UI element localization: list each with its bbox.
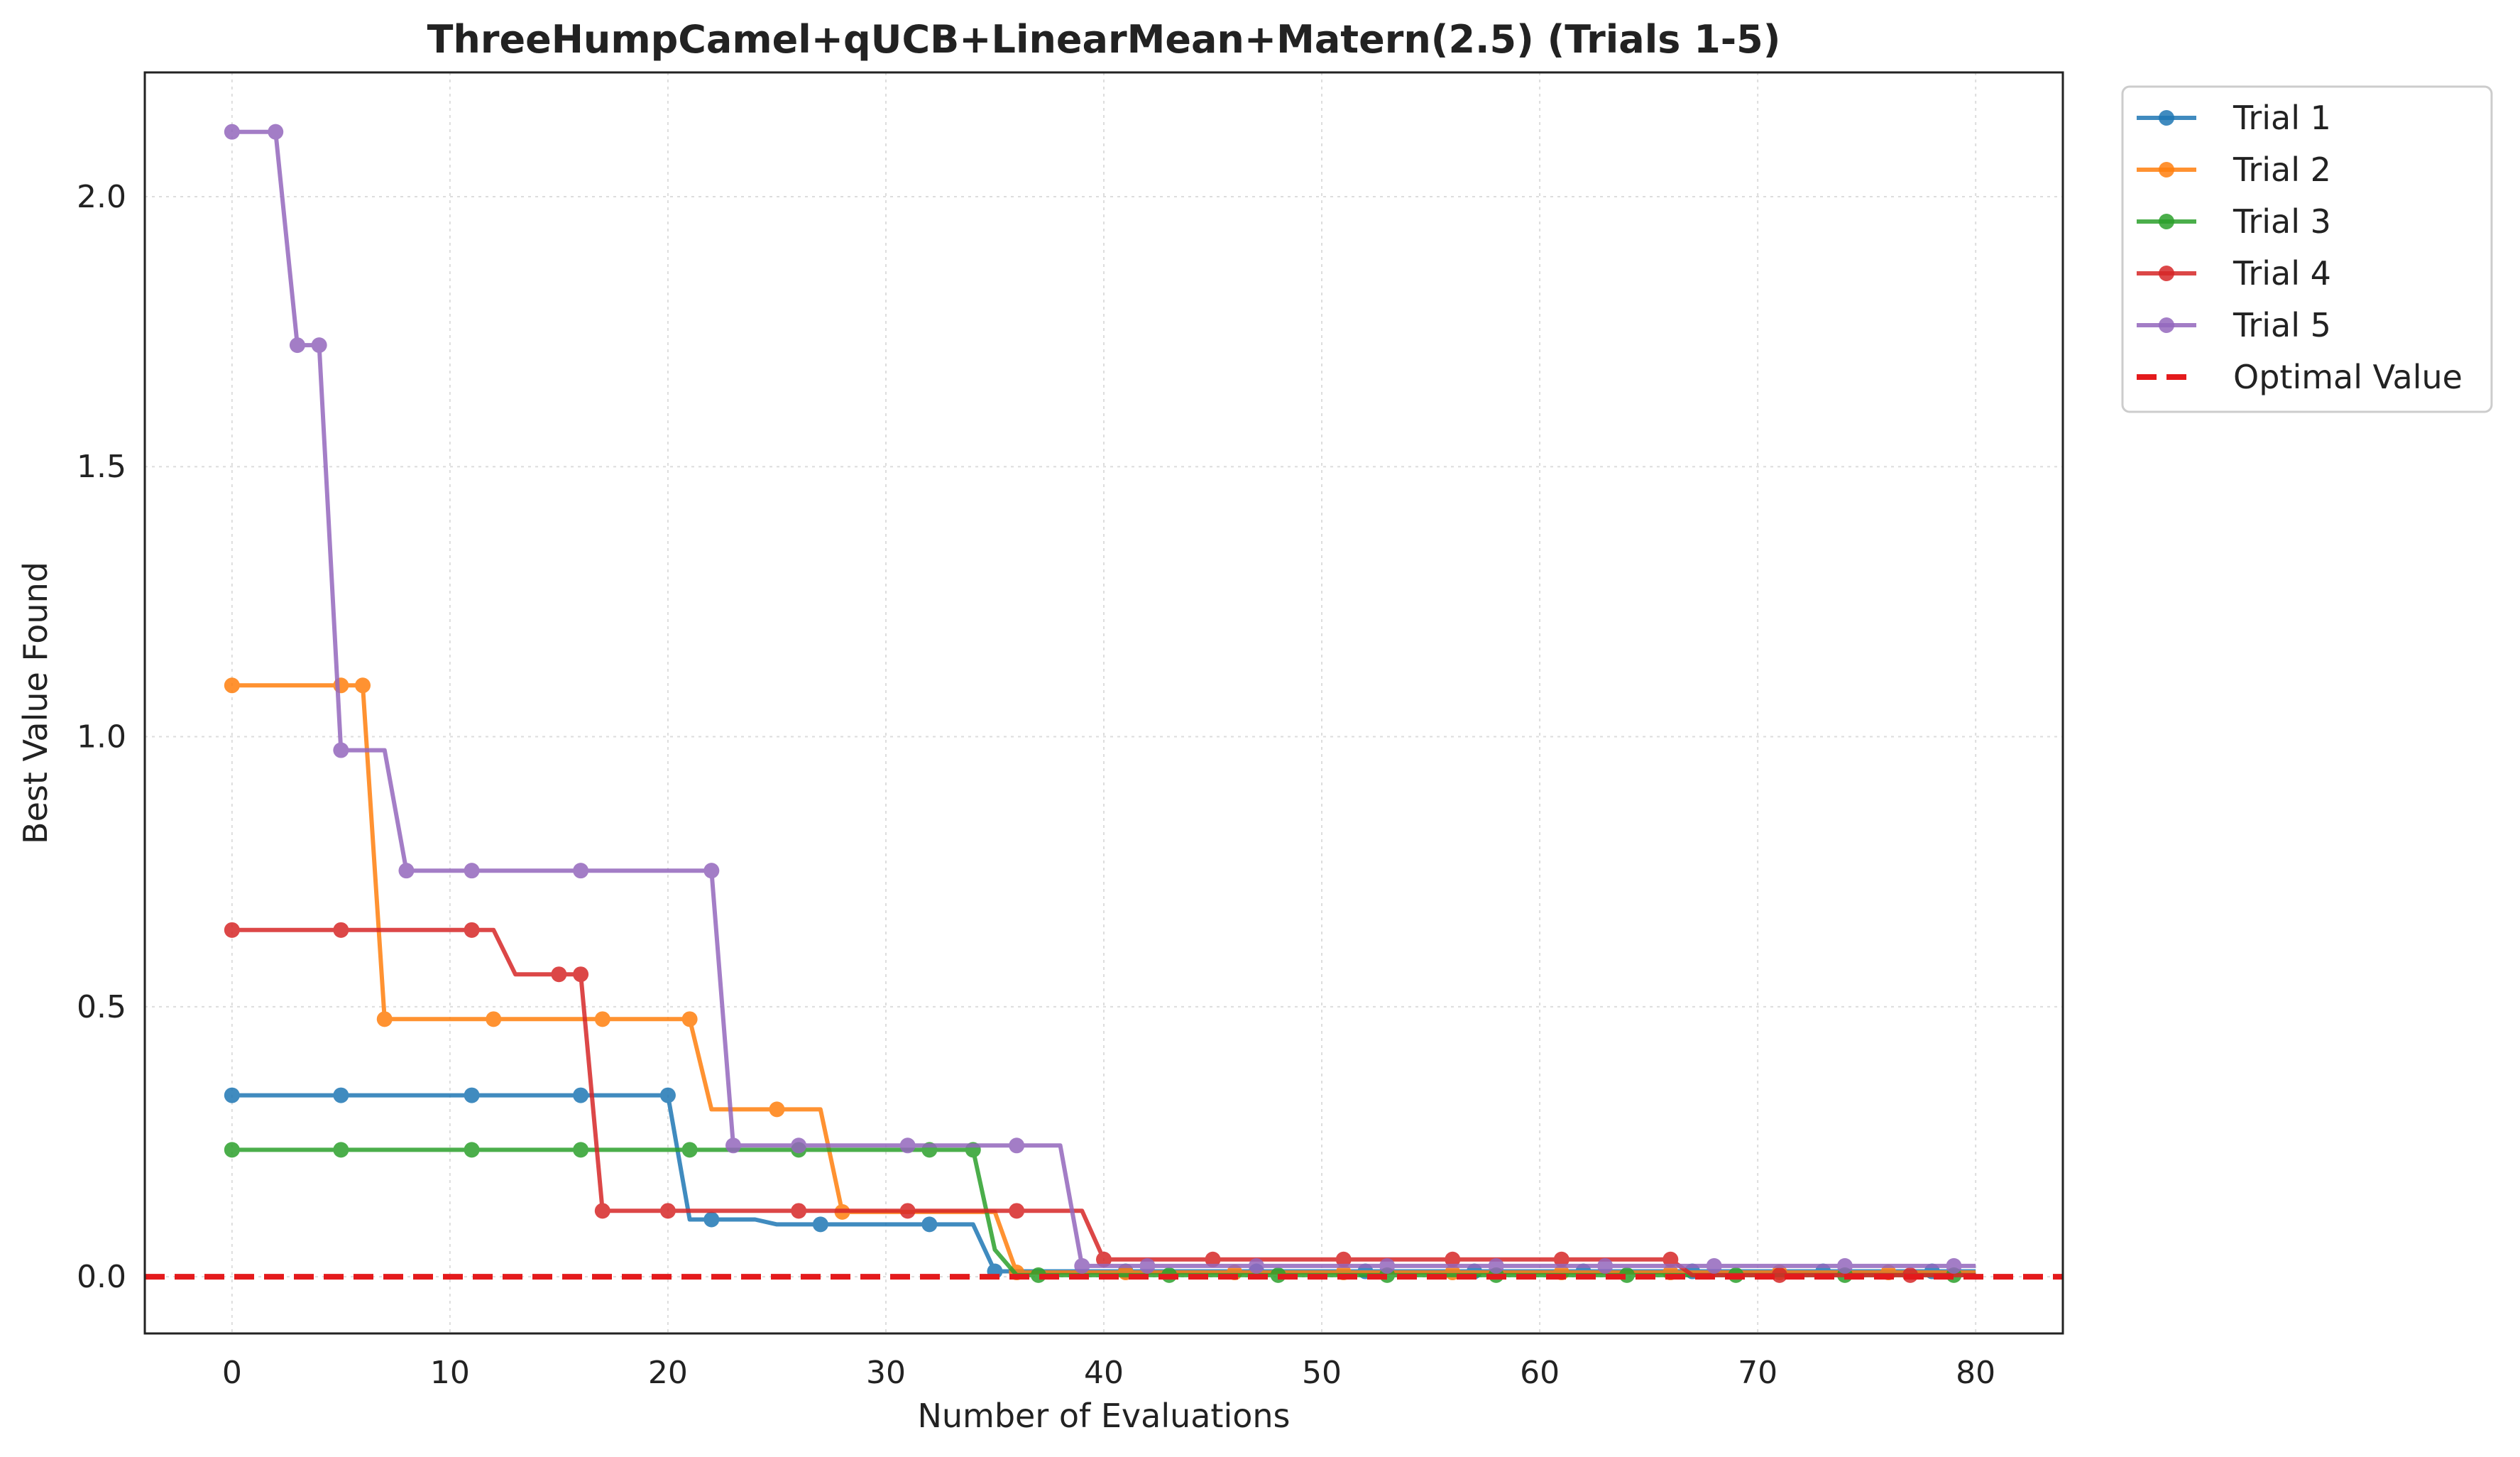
data-point (333, 922, 349, 938)
data-point (921, 1216, 938, 1233)
data-point (703, 863, 720, 879)
data-point (224, 922, 240, 938)
y-tick-label: 0.0 (77, 1259, 126, 1295)
data-point (659, 1203, 676, 1219)
x-tick-label: 0 (222, 1355, 242, 1391)
legend-label: Trial 4 (2233, 254, 2331, 293)
data-point (703, 1211, 720, 1228)
legend-marker (2159, 214, 2174, 229)
legend-marker (2159, 110, 2174, 126)
data-point (1139, 1257, 1156, 1274)
data-point (594, 1203, 610, 1219)
data-point (1488, 1257, 1504, 1274)
data-point (355, 677, 371, 694)
data-point (333, 742, 349, 758)
data-point (1597, 1257, 1614, 1274)
y-tick-label: 0.5 (77, 989, 126, 1025)
data-point (376, 1011, 393, 1027)
data-point (1946, 1257, 1962, 1274)
x-tick-label: 10 (430, 1355, 470, 1391)
data-point (268, 124, 284, 140)
data-point (573, 966, 589, 983)
data-point (1553, 1251, 1569, 1267)
data-point (659, 1087, 676, 1103)
axis-ticks: 0 10 20 30 40 50 60 70 80 0.0 0.5 1.0 1.5 2.0 (77, 179, 1995, 1391)
data-point (464, 863, 480, 879)
y-tick-label: 1.5 (77, 449, 126, 485)
legend-label: Trial 3 (2233, 202, 2331, 241)
data-point (573, 863, 589, 879)
x-tick-label: 60 (1520, 1355, 1560, 1391)
x-tick-label: 30 (866, 1355, 906, 1391)
data-point (1836, 1257, 1853, 1274)
data-point (1662, 1251, 1679, 1267)
legend-label-optimal: Optimal Value (2233, 358, 2463, 396)
data-point (791, 1137, 807, 1154)
x-axis-label: Number of Evaluations (917, 1397, 1290, 1435)
data-point (681, 1011, 698, 1027)
data-point (551, 966, 567, 983)
grid (145, 72, 2063, 1333)
data-point (1335, 1251, 1352, 1267)
y-tick-label: 2.0 (77, 179, 126, 215)
legend-label: Trial 1 (2233, 99, 2331, 137)
x-tick-label: 80 (1956, 1355, 1995, 1391)
x-tick-label: 40 (1084, 1355, 1124, 1391)
data-point (812, 1216, 828, 1233)
data-point (681, 1142, 698, 1158)
data-point (224, 677, 240, 694)
data-point (1771, 1267, 1787, 1283)
data-point (899, 1203, 916, 1219)
x-tick-label: 50 (1302, 1355, 1342, 1391)
data-point (289, 337, 305, 354)
plot-frame (143, 71, 2064, 1335)
data-point (333, 1142, 349, 1158)
data-point (1009, 1137, 1025, 1154)
data-point (224, 1087, 240, 1103)
legend-marker (2159, 266, 2174, 281)
legend-label: Trial 5 (2233, 306, 2331, 344)
data-point (1074, 1257, 1090, 1274)
data-point (1096, 1251, 1112, 1267)
data-point (311, 337, 327, 354)
data-point (899, 1137, 916, 1154)
data-point (1205, 1251, 1221, 1267)
x-tick-label: 70 (1738, 1355, 1777, 1391)
chart-title: ThreeHumpCamel+qUCB+LinearMean+Matern(2.… (427, 17, 1781, 62)
legend: Trial 1 Trial 2 Trial 3 Trial 4 Trial 5 Optim… (2121, 85, 2493, 413)
y-axis-label: Best Value Found (16, 562, 55, 844)
x-tick-label: 20 (648, 1355, 688, 1391)
data-point (1706, 1257, 1722, 1274)
data-point (464, 1142, 480, 1158)
data-point (1445, 1251, 1461, 1267)
data-point (1248, 1257, 1264, 1274)
data-point (333, 1087, 349, 1103)
legend-frame (2121, 85, 2493, 413)
data-point (573, 1087, 589, 1103)
legend-label: Trial 2 (2233, 151, 2331, 189)
data-point (398, 863, 415, 879)
data-point (769, 1101, 785, 1118)
data-point (464, 922, 480, 938)
y-tick-label: 1.0 (77, 719, 126, 755)
data-point (594, 1011, 610, 1027)
data-point (486, 1011, 502, 1027)
data-point (725, 1137, 742, 1154)
series-layer (224, 124, 1976, 1283)
legend-marker (2159, 317, 2174, 333)
data-point (224, 124, 240, 140)
data-point (1379, 1257, 1396, 1274)
series-trial-5 (224, 124, 1976, 1274)
data-point (464, 1087, 480, 1103)
data-point (224, 1142, 240, 1158)
legend-marker (2159, 162, 2174, 178)
data-point (791, 1203, 807, 1219)
data-point (1009, 1203, 1025, 1219)
data-point (573, 1142, 589, 1158)
